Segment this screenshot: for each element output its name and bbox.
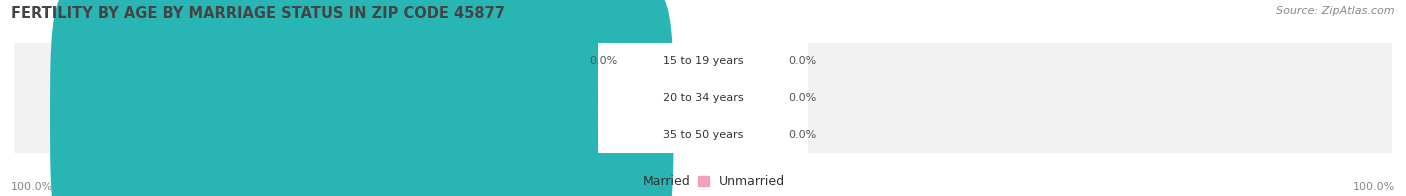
Text: 100.0%: 100.0%: [598, 93, 644, 103]
FancyBboxPatch shape: [598, 0, 808, 128]
FancyBboxPatch shape: [742, 48, 789, 148]
Text: 100.0%: 100.0%: [598, 130, 644, 140]
Text: 0.0%: 0.0%: [789, 93, 817, 103]
Text: 20 to 34 years: 20 to 34 years: [662, 93, 744, 103]
Text: FERTILITY BY AGE BY MARRIAGE STATUS IN ZIP CODE 45877: FERTILITY BY AGE BY MARRIAGE STATUS IN Z…: [11, 6, 505, 21]
FancyBboxPatch shape: [4, 0, 1402, 166]
FancyBboxPatch shape: [4, 0, 1402, 196]
FancyBboxPatch shape: [617, 48, 664, 148]
Text: Source: ZipAtlas.com: Source: ZipAtlas.com: [1277, 6, 1395, 16]
FancyBboxPatch shape: [4, 30, 1402, 196]
FancyBboxPatch shape: [742, 12, 789, 111]
FancyBboxPatch shape: [51, 0, 673, 196]
Text: 100.0%: 100.0%: [11, 182, 53, 192]
Text: 0.0%: 0.0%: [789, 130, 817, 140]
Text: 0.0%: 0.0%: [589, 56, 617, 66]
Text: 100.0%: 100.0%: [1353, 182, 1395, 192]
FancyBboxPatch shape: [617, 85, 664, 184]
FancyBboxPatch shape: [617, 12, 664, 111]
FancyBboxPatch shape: [51, 30, 673, 196]
Text: 35 to 50 years: 35 to 50 years: [662, 130, 744, 140]
Text: 0.0%: 0.0%: [789, 56, 817, 66]
FancyBboxPatch shape: [598, 31, 808, 165]
Text: 15 to 19 years: 15 to 19 years: [662, 56, 744, 66]
FancyBboxPatch shape: [742, 85, 789, 184]
Legend: Married, Unmarried: Married, Unmarried: [621, 175, 785, 188]
FancyBboxPatch shape: [598, 68, 808, 196]
